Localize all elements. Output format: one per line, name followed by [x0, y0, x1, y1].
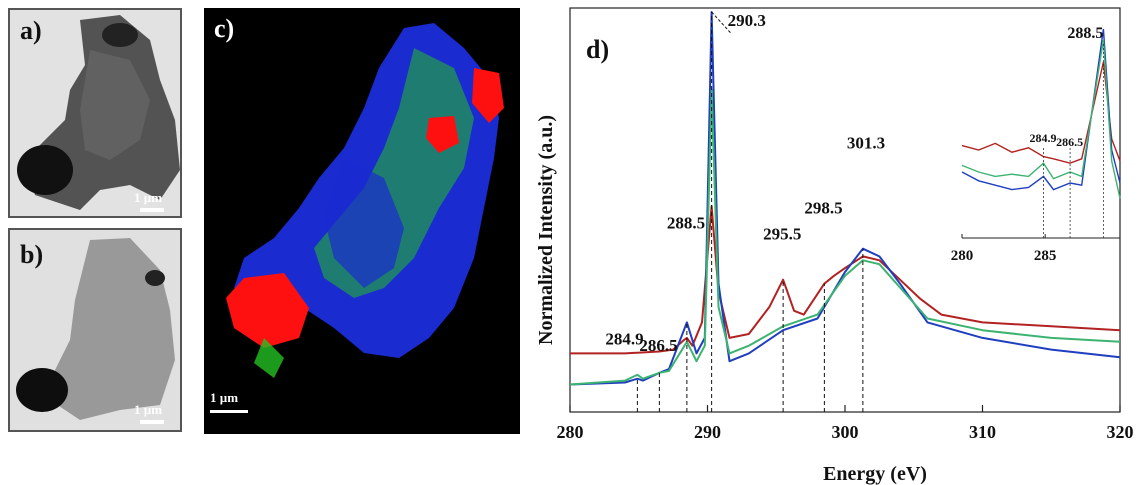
inset-peak-annotation: 284.9 — [1029, 131, 1056, 145]
series-red-line — [570, 205, 1121, 355]
peak-annotation: 284.9 — [605, 330, 643, 349]
scale-bar-a — [140, 208, 164, 212]
main-plot: 280 290 300 310 320284.9286.5288.5290.3295.5… — [557, 7, 1134, 442]
series-green-line — [569, 88, 1121, 386]
spectra-chart: 280 290 300 310 320284.9286.5288.5290.3295.5… — [535, 7, 1134, 485]
composite-map-c: c) 1 µm — [204, 8, 520, 434]
inset-plot: 280 285 284.9 286.5 288.5 — [951, 25, 1121, 264]
y-axis-label: Normalized Intensity (a.u.) — [535, 115, 557, 345]
inset-series-green — [961, 39, 1121, 199]
panel-label-a: a) — [20, 16, 42, 45]
scale-bar-b — [140, 420, 164, 424]
peak-annotation: 298.5 — [804, 199, 842, 218]
inset-series-blue — [961, 28, 1121, 191]
inset-x-tick-label: 285 — [1034, 248, 1057, 264]
panel-label-b: b) — [20, 240, 44, 269]
micrograph-a: a) 1 µm — [8, 8, 182, 218]
x-tick-label: 290 — [694, 422, 721, 442]
micrograph-a-image — [10, 10, 180, 216]
peak-annotation: 286.5 — [639, 336, 677, 355]
scale-bar-c — [210, 410, 248, 413]
inset-series-red — [961, 61, 1121, 164]
panel-label-c: c) — [214, 14, 235, 43]
peak-annotation: 290.3 — [728, 11, 766, 30]
peak-annotation: 288.5 — [667, 213, 705, 232]
x-tick-label: 280 — [557, 422, 584, 442]
peak-annotation: 295.5 — [763, 225, 801, 244]
x-tick-label: 300 — [832, 422, 859, 442]
scale-bar-label-a: 1 µm — [134, 190, 163, 205]
scale-bar-label-c: 1 µm — [210, 390, 239, 405]
inset-peak-annotation: 286.5 — [1056, 135, 1083, 149]
micrograph-b: b) 1 µm — [8, 228, 182, 432]
panel-label-d: d) — [586, 35, 609, 64]
inset-x-tick-label: 280 — [951, 248, 974, 264]
x-axis-label: Energy (eV) — [823, 463, 927, 485]
x-tick-label: 310 — [969, 422, 996, 442]
micrograph-b-image — [10, 230, 180, 430]
scale-bar-label-b: 1 µm — [134, 402, 163, 417]
inset-peak-annotation: 288.5 — [1067, 25, 1103, 42]
x-tick-label: 320 — [1107, 422, 1134, 442]
peak-annotation: 301.3 — [847, 134, 885, 153]
series-blue-line — [569, 11, 1121, 386]
composite-map-image — [204, 8, 520, 434]
